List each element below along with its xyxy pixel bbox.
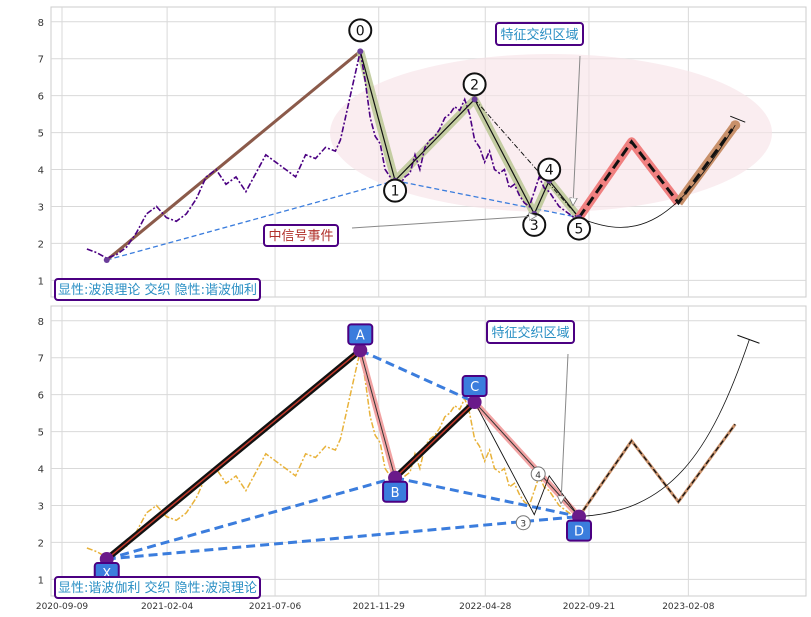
y-tick-labels: 1 2 3 4 5 6 7 8 (38, 18, 44, 288)
impulse-line (105, 50, 362, 262)
x-tick-label: 2020-09-09 (36, 602, 89, 612)
y-tick-label: 3 (38, 202, 44, 213)
harmonic-label-text: A (356, 328, 365, 343)
wave-point (357, 48, 364, 55)
footer-callout: 显性:波浪理论 交织 隐性:谐波伽利 (54, 278, 261, 301)
harmonic-leg-up-core (394, 401, 476, 479)
y-tick-label: 6 (38, 391, 44, 402)
wave-theory-panel: 1 2 3 4 5 6 7 8 0 1 2 3 4 5 特征交织区域 中信号事件 显性:波浪理论 交织 … (38, 6, 807, 301)
minor-label-text: 4 (535, 471, 541, 481)
harmonic-connector (106, 476, 396, 561)
feature-zone-label: 特征交织区域 (500, 27, 578, 43)
feature-zone-label-box (486, 320, 575, 344)
wave-label-: 1 (383, 178, 408, 203)
footer-callout: 显性:谐波伽利 交织 隐性:波浪理论 (54, 576, 261, 599)
trendline (106, 180, 396, 261)
harmonic-label-text: X (102, 567, 111, 582)
wave-label-: 5 (567, 216, 592, 241)
y-tick-labels: 1 2 3 4 5 6 7 8 (38, 317, 44, 587)
x-tick-label: 2022-09-21 (563, 602, 615, 612)
projection-curve (578, 339, 750, 517)
y-tick-label: 4 (38, 166, 44, 177)
harmonic-leg-down-core (359, 350, 396, 478)
signal-event-arrow (351, 216, 536, 229)
wave-label-text: 4 (545, 163, 554, 179)
signal-event-label-box (263, 224, 339, 247)
wave-label-: 0 (348, 18, 373, 43)
signal-event-callout: 中信号事件 (263, 216, 536, 247)
chart-marks: 0 1 2 3 4 5 (86, 18, 746, 264)
y-tick-label: 7 (38, 354, 44, 365)
harmonic-label-text: B (391, 486, 400, 501)
y-tick-label: 8 (38, 18, 44, 29)
wave-label-text: 3 (530, 218, 539, 234)
footer-label: 显性:波浪理论 交织 隐性:谐波伽利 (58, 282, 257, 298)
projection-tick (730, 115, 746, 123)
feature-zone-label-box (495, 22, 584, 46)
trendline (394, 179, 580, 219)
wave-label-text: 2 (470, 77, 479, 93)
minor-label-4: 4 (530, 466, 546, 482)
harmonic-label-C: C (461, 375, 488, 398)
projection-tick (737, 334, 760, 344)
y-tick-label: 6 (38, 92, 44, 103)
feature-zone-label: 特征交织区域 (491, 325, 569, 341)
chart-marks: 3 4 X A B C D (86, 323, 760, 585)
projection-line (578, 423, 736, 517)
wave-label-: 2 (462, 72, 487, 97)
feature-zone-callout: 特征交织区域 (495, 22, 584, 205)
x-tick-label: 2021-02-04 (141, 602, 194, 612)
x-tick-label: 2023-02-08 (662, 602, 715, 612)
y-tick-label: 2 (38, 239, 44, 250)
harmonic-panel: 1 2 3 4 5 6 7 8 3 4 X A B C D 特征交织区域 显性:谐波伽利 交织 隐性:波浪… (38, 305, 807, 599)
y-tick-label: 3 (38, 501, 44, 512)
projection-line (577, 124, 737, 219)
x-tick-labels: 2020-09-09 2021-02-04 2021-07-06 2021-11-29… (36, 602, 715, 612)
x-tick-label: 2022-04-28 (459, 602, 512, 612)
footer-label-box (54, 278, 261, 301)
wave-label-: 3 (522, 212, 547, 237)
harmonic-connector (106, 515, 580, 561)
wave-point (471, 96, 478, 103)
feature-zone-callout: 特征交织区域 (486, 320, 575, 503)
harmonic-leg-up-core (106, 349, 361, 560)
footer-label-box (54, 576, 261, 599)
wave-path (359, 51, 580, 218)
harmonic-label-A: A (347, 323, 374, 346)
wave-diagonal (474, 99, 580, 218)
harmonic-label-text: C (470, 380, 479, 395)
feature-zone-arrow (573, 55, 581, 205)
footer-label: 显性:谐波伽利 交织 隐性:波浪理论 (58, 580, 257, 596)
projection-curve (578, 125, 736, 228)
harmonic-label-B: B (382, 480, 409, 503)
y-tick-label: 1 (38, 276, 44, 287)
harmonic-connector (394, 476, 580, 519)
signal-event-label: 中信号事件 (268, 229, 333, 244)
y-tick-label: 5 (38, 129, 44, 140)
x-tick-label: 2021-07-06 (249, 602, 302, 612)
y-tick-label: 7 (38, 55, 44, 66)
harmonic-label-text: D (574, 525, 584, 540)
harmonic-label-D: D (566, 519, 593, 542)
y-tick-label: 8 (38, 317, 44, 328)
wave-label-text: 1 (391, 184, 400, 200)
minor-label-3: 3 (515, 515, 531, 531)
y-tick-label: 1 (38, 575, 44, 586)
x-tick-label: 2021-11-29 (353, 602, 406, 612)
y-tick-label: 5 (38, 428, 44, 439)
feature-zone-arrow (561, 353, 569, 503)
wave-label-text: 5 (575, 222, 584, 238)
y-tick-label: 4 (38, 465, 44, 476)
feature-zone-ellipse (330, 54, 772, 212)
harmonic-connector (359, 348, 476, 404)
plot-area (50, 305, 807, 597)
minor-label-text: 3 (520, 520, 526, 530)
harmonic-point (467, 395, 482, 410)
start-point (103, 257, 110, 264)
wave-label-: 4 (537, 157, 562, 182)
y-tick-label: 2 (38, 538, 44, 549)
harmonic-point (353, 343, 368, 358)
wave-label-text: 0 (356, 23, 365, 39)
